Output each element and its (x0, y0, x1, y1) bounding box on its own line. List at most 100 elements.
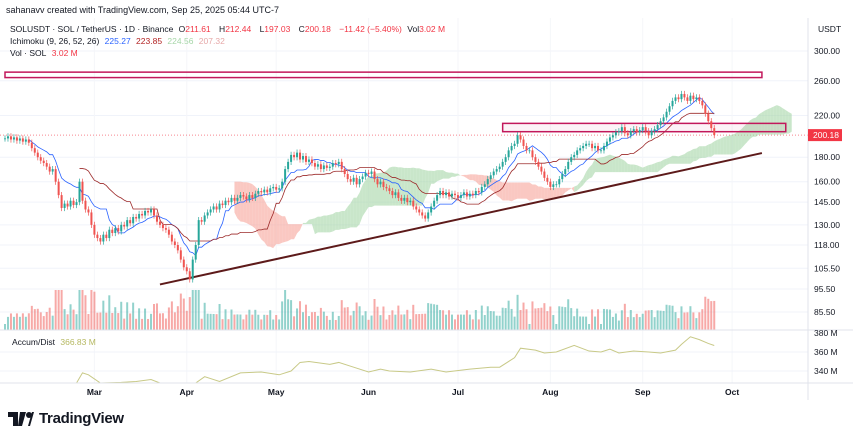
ad-tick-label: 360 M (814, 347, 838, 357)
cloud-segment (595, 157, 599, 173)
volume-bar (602, 308, 605, 330)
candle-body (501, 161, 504, 167)
candle-body (272, 186, 275, 189)
volume-bar (102, 300, 105, 330)
cloud-segment (776, 105, 780, 135)
candle-body (93, 224, 96, 235)
x-tick-label: Apr (179, 387, 194, 397)
y-tick-label: 220.00 (814, 110, 840, 120)
candle-body (573, 154, 576, 158)
drawings[interactable] (4, 71, 787, 286)
volume-bar (597, 309, 600, 330)
volume-bar (355, 302, 358, 330)
volume-bar (611, 316, 614, 330)
volume-bar (218, 304, 221, 330)
candle-body (555, 184, 558, 186)
candle-body (346, 174, 349, 180)
cloud-segment (520, 182, 524, 199)
cloud-segment (249, 182, 253, 227)
volume-legend[interactable]: Vol · SOL 3.02 M (10, 48, 81, 58)
candle-body (597, 145, 600, 151)
cloud-segment (666, 157, 670, 165)
volume-bar (507, 300, 510, 330)
candle-body (316, 164, 319, 167)
candle-body (617, 131, 620, 133)
volume-bar (24, 316, 27, 330)
cloud-segment (523, 182, 527, 199)
y-tick-label: 85.50 (814, 307, 836, 317)
candle-body (376, 179, 379, 185)
volume-bar (585, 316, 588, 330)
accum-dist-legend[interactable]: Accum/Dist 366.83 M (12, 337, 99, 347)
volume-bar (638, 317, 641, 330)
candle-body (144, 210, 147, 216)
cloud-segment (279, 214, 283, 245)
cloud-segment (264, 199, 268, 247)
candle-body (695, 97, 698, 100)
cloud-segment (529, 182, 533, 201)
volume-bar (302, 312, 304, 330)
cloud-segment (505, 182, 509, 201)
candle-body (129, 220, 132, 224)
candle-body (412, 200, 415, 207)
candle-body (18, 138, 21, 141)
candle-body (150, 209, 153, 213)
candle-body (239, 195, 242, 198)
ichimoku-legend[interactable]: Ichimoku (9, 26, 52, 26) 225.27 223.85 2… (10, 36, 228, 46)
cloud-segment (562, 187, 566, 196)
cloud-segment (580, 178, 584, 188)
candle-body (179, 250, 182, 260)
candle-body (188, 271, 191, 280)
volume-bar (251, 314, 254, 330)
cloud-segment (711, 141, 715, 157)
volume-bar (588, 324, 591, 330)
volume-bar (275, 315, 278, 330)
tradingview-logo[interactable]: TradingView (8, 410, 124, 427)
candle-body (176, 244, 179, 251)
candle-body (421, 212, 424, 216)
cloud-segment (320, 215, 324, 233)
volume-bar (63, 309, 66, 330)
volume-bar (608, 309, 611, 330)
volume-bar (501, 307, 504, 330)
candle-body (233, 197, 236, 201)
candle-body (480, 186, 483, 193)
cloud-segment (326, 214, 330, 233)
last-price-label: 200.18 (813, 130, 839, 140)
candle-body (689, 95, 692, 101)
candle-body (564, 169, 567, 175)
cloud-segment (353, 197, 357, 228)
accum-dist-line (76, 336, 715, 384)
volume-bar (42, 316, 45, 330)
cloud-segment (663, 158, 667, 168)
volume-bar (60, 290, 63, 330)
cloud-segment (544, 187, 548, 200)
cloud-segment (705, 144, 709, 158)
volume-bar (677, 318, 680, 330)
candle-body (585, 143, 588, 146)
volume-bar (352, 310, 355, 330)
cloud-segment (252, 184, 256, 229)
cloud-segment (779, 106, 783, 135)
volume-bar (379, 315, 382, 330)
volume-bar (513, 316, 516, 330)
symbol-legend[interactable]: SOLUSDT · SOL / TetherUS · 1D · Binance … (10, 24, 451, 34)
volume-bar (325, 315, 328, 330)
volume-bar (537, 308, 540, 330)
candle-body (358, 179, 361, 185)
volume-bar (653, 317, 656, 330)
volume-bar (138, 308, 141, 330)
candle-body (552, 184, 555, 187)
cloud-segment (481, 174, 485, 187)
volume-bar (635, 313, 638, 330)
cloud-segment (413, 167, 417, 206)
volume-bar (328, 319, 331, 330)
volume-bar (167, 307, 170, 330)
candle-body (322, 165, 325, 170)
volume-bar (620, 310, 623, 330)
span-a-value: 224.56 (167, 36, 194, 46)
candle-body (453, 193, 456, 196)
cloud-segment (425, 170, 429, 199)
symbol-info[interactable]: SOLUSDT · SOL / TetherUS · 1D · Binance (10, 24, 174, 34)
